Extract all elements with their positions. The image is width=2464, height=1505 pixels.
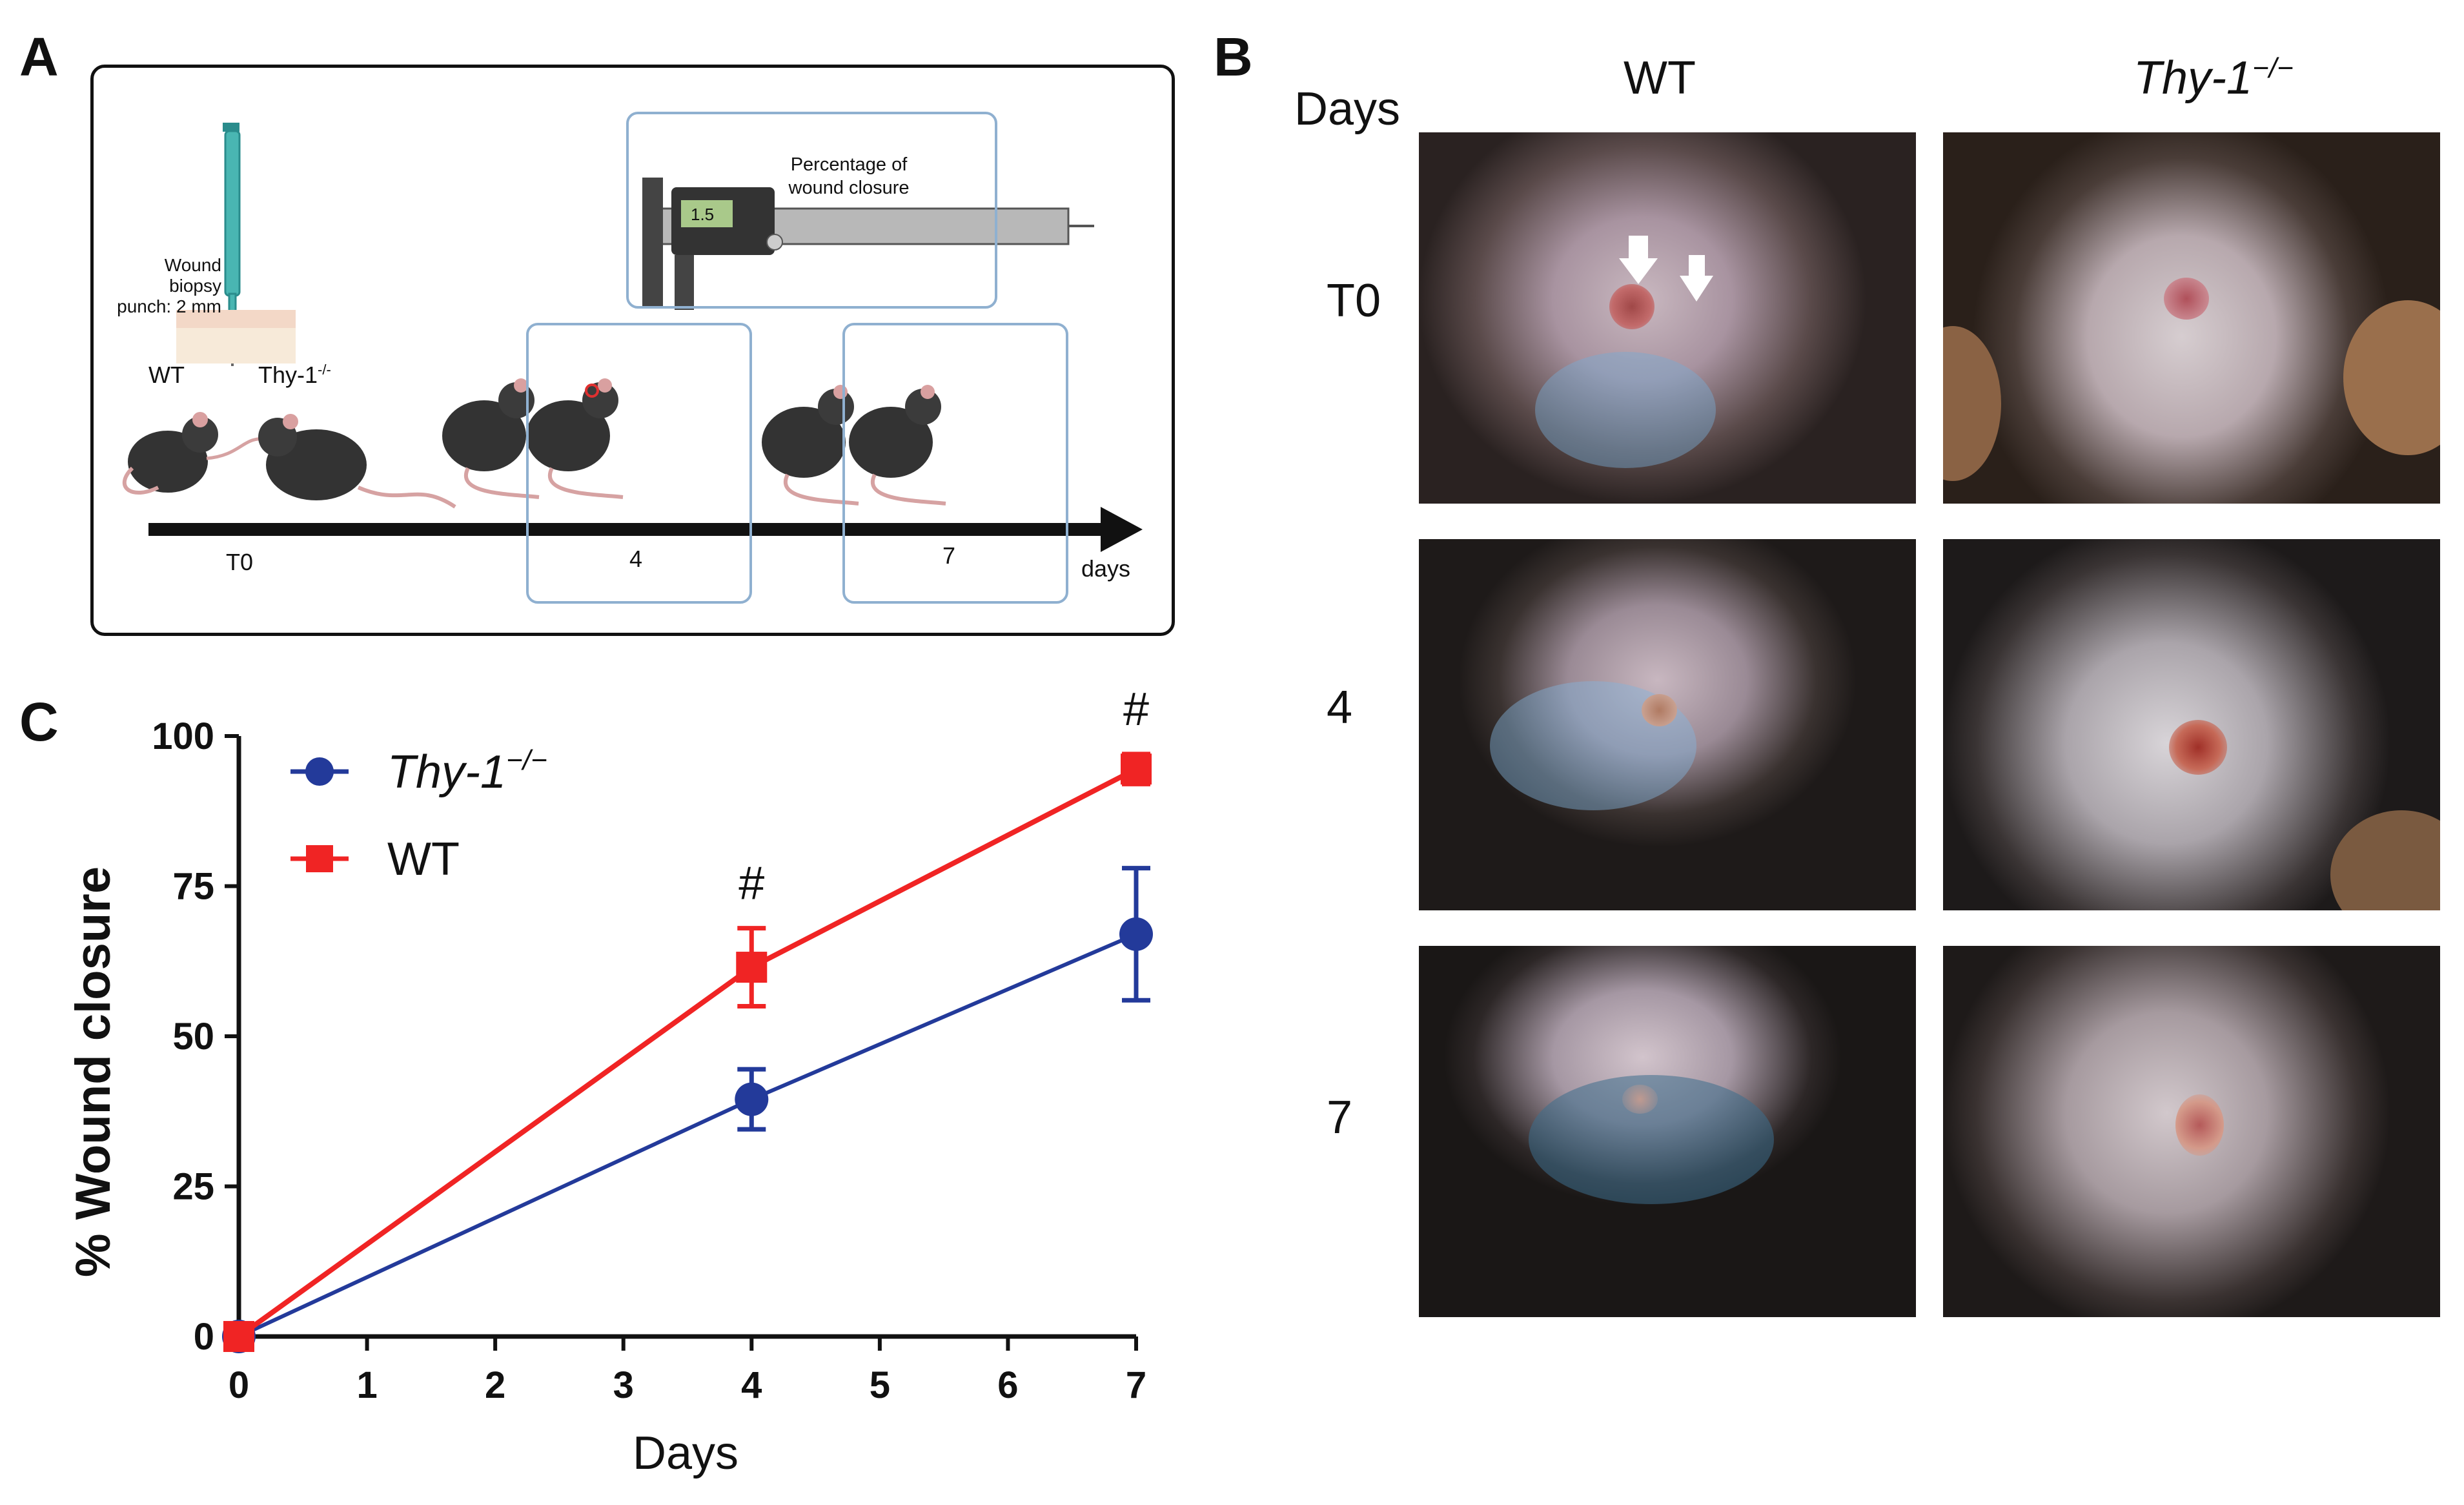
ko-label-sup: -/- [318,362,331,378]
timeline-label-7: 7 [942,542,956,569]
series-group: ## [222,684,1153,1353]
caliper-title-line2: wound closure [788,178,910,198]
punch-label: Wound biopsy punch: 2 mm [113,255,221,317]
ko-label: Thy-1-/- [258,362,331,389]
series-line [237,766,1137,1339]
data-point [735,1082,769,1116]
wound-closure-chart: % Wound closure Days 0 1 2 3 4 5 6 70255075100 … [66,684,1153,1479]
legend-label-text: WT [387,834,460,885]
punch-label-line1: Wound biopsy [164,255,221,296]
series-line [238,932,1137,1338]
mouse-day4-icon [442,378,624,499]
skin-layer-icon [176,310,296,363]
arrow-markers [1619,236,1713,302]
y-tick-label: 50 [172,1016,214,1058]
significance-mark: # [1123,684,1149,735]
caliper-title: Percentage of wound closure [752,153,946,200]
timeline-label-t0: T0 [226,549,254,575]
significance-mark: # [738,858,764,910]
y-tick-label: 75 [172,866,214,908]
mouse-day7-icon [762,385,946,506]
axes: 0 1 2 3 4 5 6 7 0 25 50 75 100 [152,715,1146,1406]
legend-label-sup: −/− [506,744,547,776]
x-tick-label: 5 [870,1364,890,1406]
x-tick-label: 7 [1126,1364,1146,1406]
days-header: Days [1294,83,1401,135]
y-axis-label: % Wound closure [66,866,121,1277]
data-point [1121,753,1152,785]
mouse-wt-icon [122,412,269,495]
panel-b-letter: B [1214,26,1253,87]
row-label-t0: T0 [1327,275,1381,327]
panel-c-letter: C [19,691,59,752]
photo-wt-4 [1419,539,1916,910]
data-point [223,1321,254,1352]
row-label-4: 4 [1327,682,1353,733]
photo-wt-7 [1419,946,1916,1317]
column-header-ko: Thy-1−/− [2133,52,2294,105]
column-header-wt: WT [1624,52,1696,104]
caliper-reading: 1.5 [691,205,715,224]
panel-a-letter: A [19,26,59,87]
arrow-icon [1619,236,1658,284]
legend-label: WT [387,834,460,885]
y-tick-label: 100 [152,715,214,757]
x-tick-label: 6 [997,1364,1018,1406]
data-point [736,952,768,983]
data-point [1119,917,1153,951]
photo-ko-7 [1943,946,2440,1317]
x-tick-label: 4 [741,1364,762,1406]
panel-a-schematic: Wound biopsy punch: 2 mm Percentage of w… [90,65,1175,636]
timeline-arrow [148,507,1143,552]
legend-marker [305,757,334,786]
y-tick-label: 0 [194,1316,214,1358]
x-axis-label: Days [633,1428,738,1479]
series-thy-1 [222,866,1153,1353]
caliper-icon [642,178,1094,310]
day4-box [526,323,752,604]
caliper-box [626,112,997,309]
day7-box [842,323,1068,604]
legend: Thy-1−/− WT [290,744,547,885]
caliper-title-line1: Percentage of [790,154,908,175]
ko-label-text: Thy-1 [258,362,318,388]
y-tick-label: 25 [172,1166,214,1208]
column-header-ko-sup: −/− [2252,52,2294,84]
punch-label-line2: punch: 2 mm [117,296,221,316]
legend-marker [306,845,333,872]
wt-label: WT [148,362,185,388]
column-header-ko-text: Thy-1 [2133,52,2253,104]
legend-label-text: Thy-1 [387,746,506,798]
x-tick-label: 0 [229,1364,249,1406]
legend-label: Thy-1−/− [387,744,547,798]
x-tick-label: 3 [613,1364,634,1406]
photo-ko-4 [1943,539,2440,910]
timeline-label-4: 4 [629,546,643,572]
photo-wt-t0 [1419,132,1916,504]
timeline-unit: days [1081,555,1131,582]
x-tick-label: 2 [485,1364,505,1406]
series-wt [223,752,1152,1352]
row-label-7: 7 [1327,1092,1353,1143]
schematic-drawing [122,123,1143,552]
x-tick-label: 1 [356,1364,377,1406]
photo-ko-t0 [1943,132,2440,504]
mouse-ko-icon [258,414,456,509]
arrow-icon [1680,255,1713,302]
